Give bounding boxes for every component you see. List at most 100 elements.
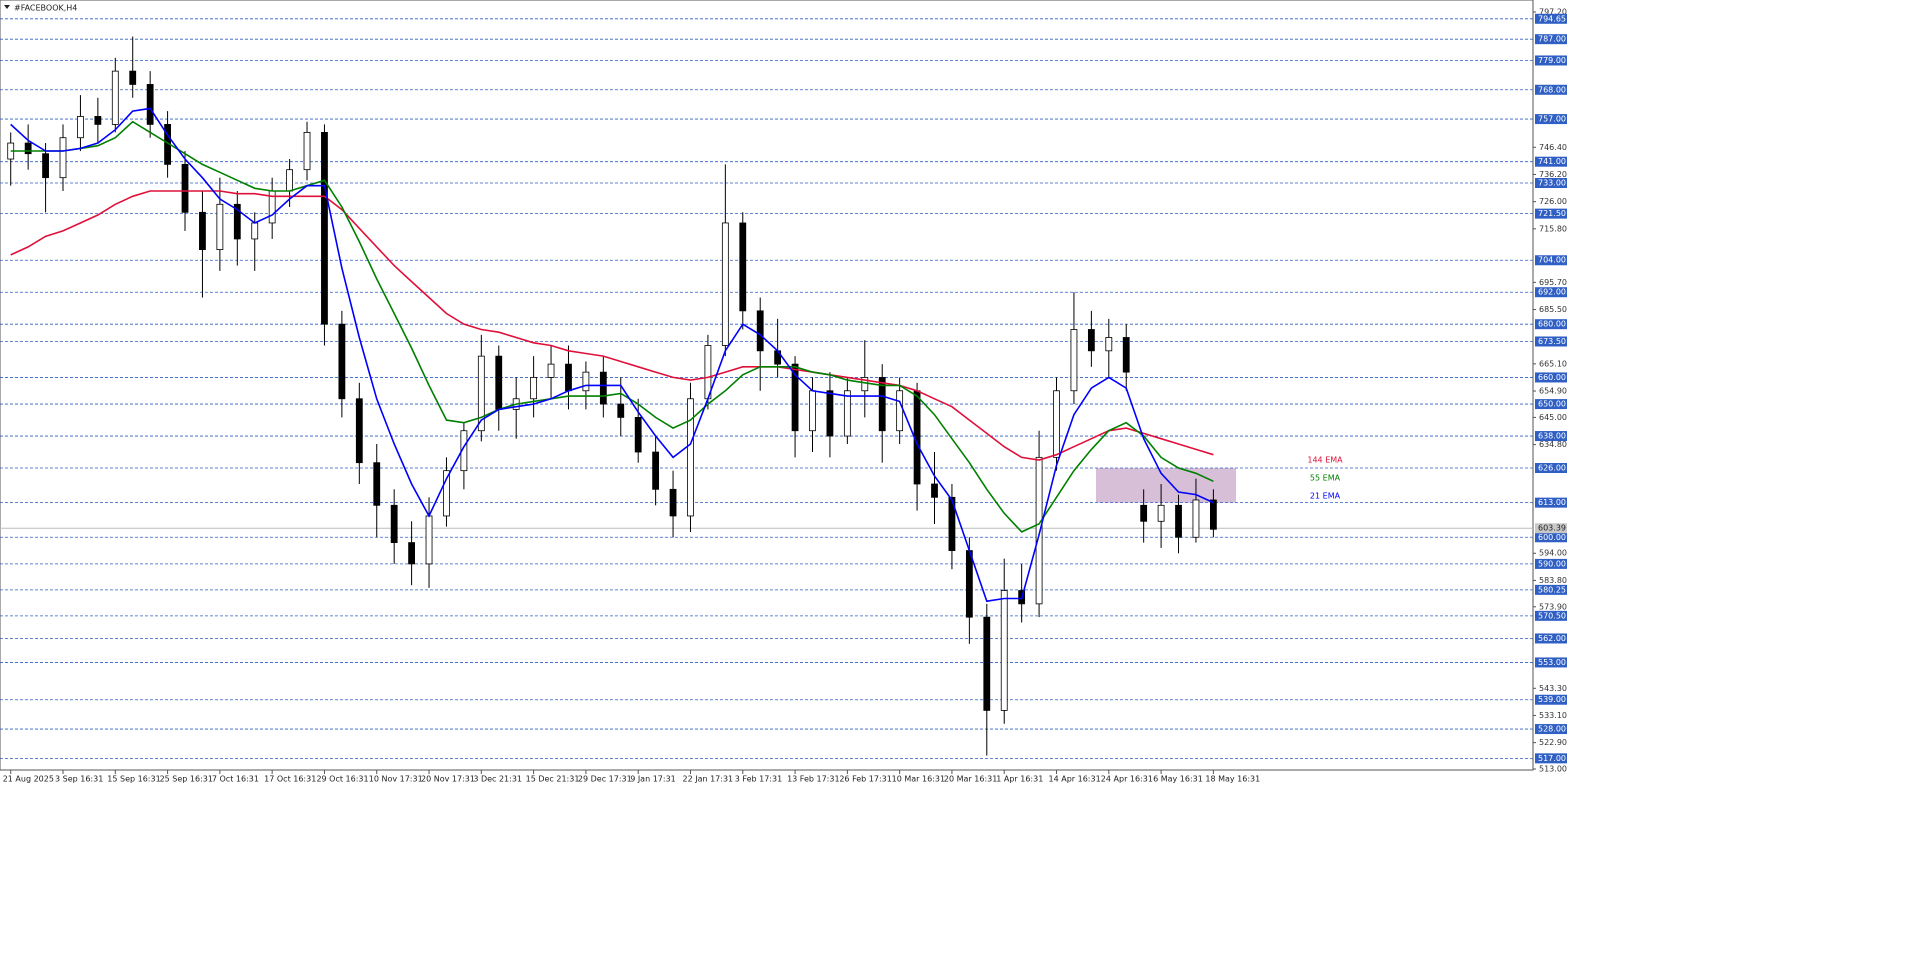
level-label: 590.00 [1538, 559, 1566, 568]
menu-icon [4, 5, 10, 9]
candle-body [1209, 499, 1217, 530]
candle-body [408, 542, 416, 565]
level-label-box [1535, 114, 1567, 125]
candle-body [756, 310, 764, 352]
candle-body [1175, 504, 1182, 538]
level-label: 562.00 [1538, 634, 1566, 643]
level-label-box [1535, 431, 1567, 442]
level-label-box [1535, 657, 1567, 668]
x-tick-label: 29 Dec 17:31 [578, 775, 632, 784]
candle-body [878, 377, 886, 432]
candle-body [826, 390, 834, 437]
ema-line [10, 120, 1214, 533]
x-tick-label: 24 Apr 16:31 [1101, 775, 1153, 784]
x-tick-label: 3 Sep 16:31 [55, 775, 103, 784]
candle-body [1035, 456, 1043, 605]
x-tick-label: 26 Feb 17:31 [839, 775, 891, 784]
level-label-box [1535, 34, 1567, 45]
current-price-label: 603.39 [1538, 524, 1566, 533]
level-label-box [1535, 13, 1567, 24]
level-label: 779.00 [1538, 56, 1566, 65]
legend-label: 144 EMA [1307, 456, 1343, 465]
candle-body [286, 169, 293, 192]
level-label: 539.00 [1538, 695, 1566, 704]
candle-body [94, 116, 102, 125]
level-label: 794.65 [1538, 14, 1566, 23]
candle-body [390, 504, 398, 543]
x-tick-label: 25 Sep 16:31 [160, 775, 213, 784]
candle-body [129, 70, 137, 85]
candle-body [1000, 590, 1008, 711]
candle-body [948, 496, 956, 551]
x-tick-label: 14 Apr 16:31 [1049, 775, 1101, 784]
candle-body [983, 616, 991, 711]
level-label: 704.00 [1538, 256, 1566, 265]
candle-body [77, 116, 84, 139]
x-tick-label: 15 Dec 21:31 [526, 775, 580, 784]
candle-body [146, 84, 154, 125]
level-label-box [1535, 558, 1567, 569]
x-tick-label: 20 Nov 17:31 [421, 775, 475, 784]
y-tick-label: 654.90 [1539, 387, 1567, 396]
level-label: 613.00 [1538, 498, 1566, 507]
candle-body [477, 355, 485, 432]
x-tick-label: 3 Feb 17:31 [735, 775, 782, 784]
zone [1096, 468, 1236, 503]
chart-title: #FACEBOOK,H4 [14, 4, 77, 13]
candle-body [338, 323, 346, 400]
level-label-box [1535, 463, 1567, 474]
x-tick-label: 6 May 16:31 [1153, 775, 1203, 784]
x-tick-label: 10 Nov 17:31 [369, 775, 423, 784]
candle-body [721, 222, 729, 346]
candle-body [495, 355, 503, 410]
y-tick-label: 715.80 [1539, 224, 1567, 233]
level-label-box [1535, 584, 1567, 595]
level-label: 733.00 [1538, 179, 1566, 188]
level-label-box [1535, 372, 1567, 383]
level-label-box [1535, 694, 1567, 705]
y-tick-label: 513.00 [1539, 765, 1567, 774]
y-tick-label: 594.00 [1539, 549, 1567, 558]
ema-line [10, 107, 1214, 603]
candle-body [634, 417, 642, 453]
level-label: 673.50 [1538, 337, 1566, 346]
x-tick-label: 29 Oct 16:31 [316, 775, 368, 784]
x-tick-label: 21 Aug 2025 [3, 775, 54, 784]
level-label: 660.00 [1538, 373, 1566, 382]
level-label: 787.00 [1538, 35, 1566, 44]
level-label-box [1535, 84, 1567, 95]
candle-body [181, 163, 189, 213]
candle-body [843, 390, 851, 437]
y-tick-label: 685.50 [1539, 305, 1567, 314]
level-label: 580.25 [1538, 585, 1566, 594]
x-tick-label: 7 Oct 16:31 [212, 775, 259, 784]
candle-body [931, 483, 938, 498]
candle-body [303, 131, 311, 171]
x-tick-label: 18 May 16:31 [1205, 775, 1260, 784]
y-tick-label: 533.10 [1539, 711, 1567, 720]
candle-body [443, 470, 450, 517]
y-tick-label: 522.90 [1539, 738, 1567, 747]
candle-body [24, 142, 32, 155]
x-tick-label: 9 Jan 17:31 [630, 775, 676, 784]
level-label-box [1535, 319, 1567, 330]
x-tick-label: 3 Dec 21:31 [473, 775, 522, 784]
candle-body [111, 70, 119, 125]
candle-body [669, 488, 677, 517]
level-label-box [1535, 753, 1567, 764]
level-label: 650.00 [1538, 400, 1566, 409]
level-label-box [1535, 55, 1567, 66]
candle-body [547, 363, 555, 378]
candle-body [59, 137, 67, 179]
level-label-box [1535, 610, 1567, 621]
candle-body [1192, 499, 1200, 538]
candle-body [617, 403, 625, 418]
candle-body [233, 203, 241, 240]
candle-body [1122, 337, 1130, 373]
x-tick-label: 15 Sep 16:31 [107, 775, 160, 784]
candle-body [1053, 390, 1060, 458]
level-label-box [1535, 399, 1567, 410]
candle-body [355, 398, 363, 464]
